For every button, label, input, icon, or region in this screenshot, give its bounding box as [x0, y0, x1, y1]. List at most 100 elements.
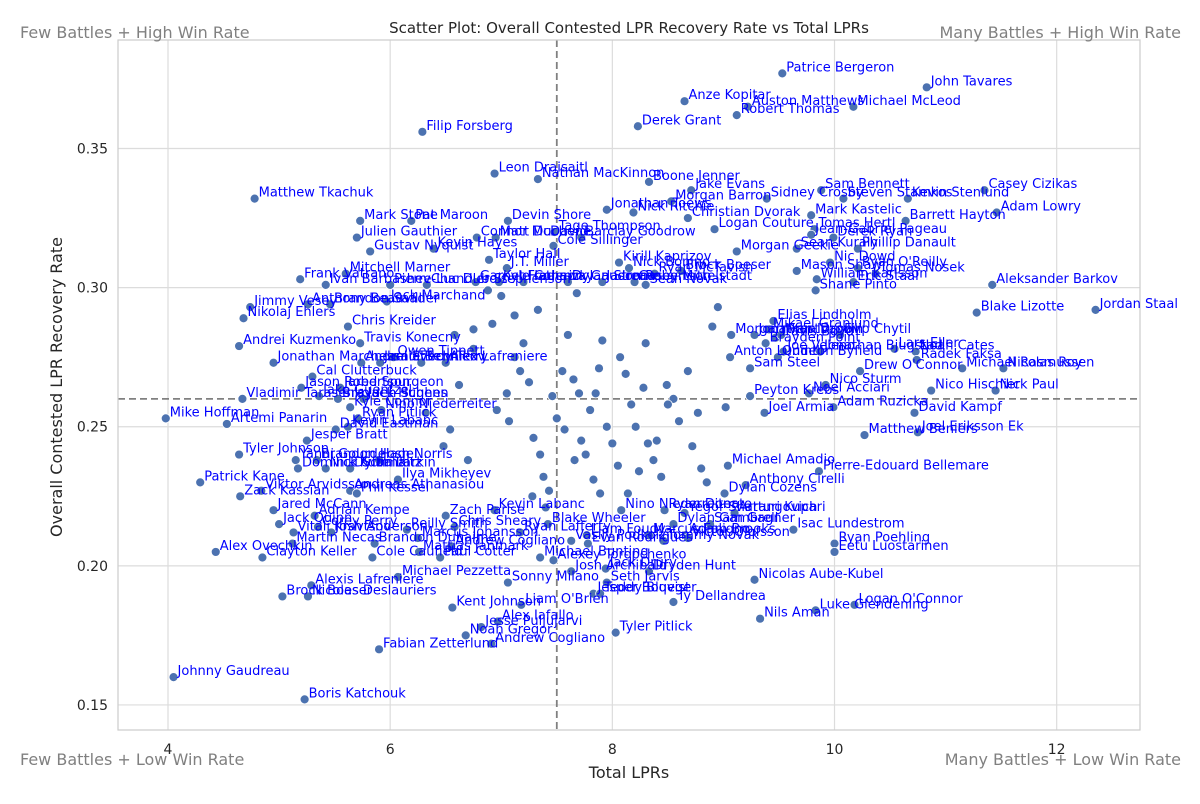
data-point: [640, 338, 651, 349]
data-point: [296, 382, 307, 393]
data-point: [676, 266, 687, 276]
data-point: [582, 538, 593, 549]
data-point: [701, 477, 712, 488]
data-point: [707, 321, 718, 332]
data-point: [515, 366, 526, 376]
data-point: [731, 246, 742, 257]
point-label: Pierre-Edouard Bellemare: [823, 458, 989, 473]
point-label: Brandon Duhaime: [379, 531, 497, 546]
point-label: Morgan Frost: [735, 322, 819, 337]
point-label: Steven Stamkos: [847, 186, 952, 201]
quadrant-label-top-left: Few Battles + High Win Rate: [20, 23, 250, 42]
point-label: Josh Anderson: [334, 519, 428, 534]
data-point: [725, 352, 735, 363]
data-point: [355, 215, 366, 226]
data-point: [325, 299, 336, 310]
x-tick-label: 10: [826, 742, 844, 758]
data-point: [649, 268, 660, 279]
point-label: Matt Duchene: [500, 225, 591, 240]
grid: [118, 40, 1140, 730]
point-label: Mitchell Marner: [350, 261, 451, 276]
point-label: Evan Rodrigues: [592, 531, 693, 546]
data-point: [624, 263, 634, 274]
data-point: [355, 338, 366, 349]
data-point: [307, 371, 318, 382]
data-point: [597, 335, 608, 346]
data-point: [524, 377, 534, 388]
point-label: Cole Caufield: [376, 545, 462, 560]
data-point: [759, 407, 770, 418]
data-point: [234, 449, 244, 460]
data-point: [852, 243, 863, 254]
data-point: [527, 491, 538, 502]
data-point: [340, 268, 351, 279]
point-label: Ivan Ivanov: [785, 322, 861, 337]
data-point: [668, 519, 679, 530]
data-point: [828, 402, 839, 413]
point-label: Brayden Point: [770, 330, 861, 345]
data-point: [971, 307, 982, 318]
data-point: [518, 338, 529, 349]
point-label: David Kampf: [918, 400, 1002, 415]
data-point: [435, 552, 446, 563]
point-label: Gustav Nyquist: [374, 238, 473, 253]
point-label: Jonathan Drouin: [758, 322, 864, 337]
data-point: [494, 277, 504, 287]
data-point: [277, 591, 288, 602]
data-point: [168, 672, 179, 683]
point-label: Kyle Connor: [503, 269, 581, 284]
data-point: [160, 413, 171, 424]
data-point: [835, 330, 845, 340]
data-point: [468, 324, 479, 335]
data-point: [566, 535, 577, 546]
data-point: [460, 630, 471, 641]
point-label: Mark Stone: [364, 208, 438, 223]
point-label: Ryan McTavish: [659, 261, 754, 276]
point-label: Tomas Nosek: [879, 261, 966, 276]
data-point: [268, 505, 279, 516]
point-label: David Eastman: [340, 417, 439, 432]
data-point: [549, 227, 560, 237]
data-point: [674, 416, 684, 427]
data-point: [551, 413, 562, 424]
data-point: [358, 394, 369, 404]
data-point: [659, 505, 670, 516]
data-point: [563, 277, 573, 287]
data-point: [210, 547, 221, 557]
data-point: [543, 519, 553, 530]
x-tick-label: 4: [164, 742, 173, 758]
point-label: Marcus Foligno: [653, 522, 750, 537]
point-label: Frank Vatrano: [304, 266, 394, 281]
data-point: [496, 291, 507, 301]
data-point: [516, 599, 527, 610]
point-label: Johnny Gaudreau: [177, 664, 290, 679]
data-point: [563, 330, 573, 340]
point-label: Nic Dowd: [834, 250, 895, 265]
data-point: [588, 474, 599, 485]
point-label: Jake Evans: [694, 177, 765, 192]
data-point: [528, 432, 539, 443]
point-label: Sam Gagner: [714, 511, 796, 526]
data-point: [447, 602, 458, 613]
data-point: [849, 599, 860, 610]
data-point: [401, 524, 412, 535]
point-label: Nino Niederreiter: [625, 497, 737, 512]
point-label: John Tavares: [930, 74, 1013, 89]
data-point: [902, 193, 913, 204]
point-label: Dominik Kubalik: [302, 455, 407, 470]
data-point: [911, 355, 922, 365]
point-label: Lars Eller: [898, 336, 959, 351]
point-label: Artturi Kupari: [739, 500, 826, 515]
data-point: [576, 232, 587, 243]
data-point: [393, 474, 403, 485]
reference-lines: [118, 40, 1140, 730]
data-point: [661, 380, 672, 390]
point-label: Tomas Hertl: [818, 216, 896, 231]
data-point: [810, 285, 821, 296]
data-point: [351, 488, 362, 499]
data-point: [979, 185, 990, 196]
data-point: [548, 240, 559, 251]
data-point: [311, 455, 322, 466]
data-point: [385, 279, 396, 290]
